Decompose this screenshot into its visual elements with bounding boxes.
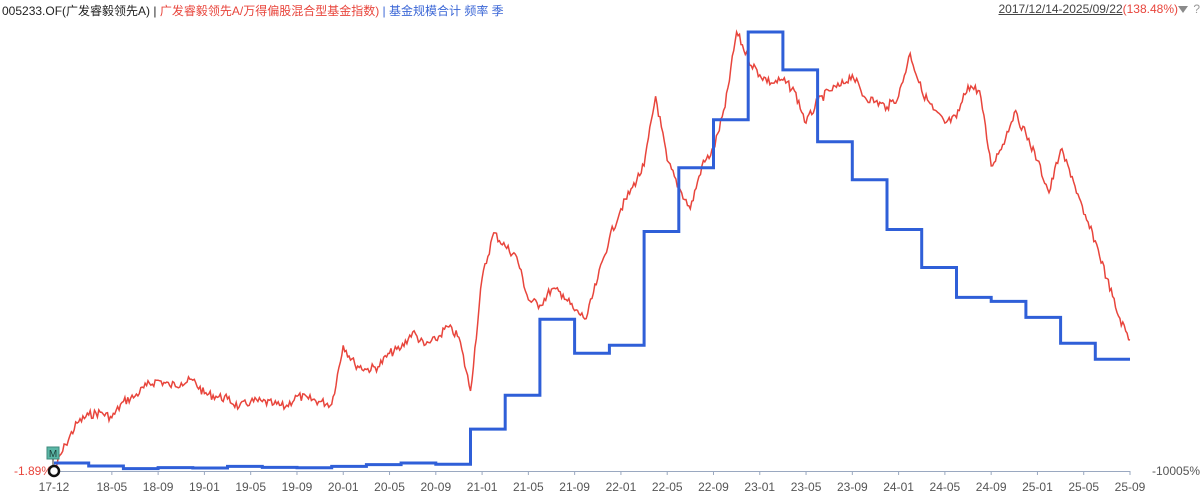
x-tick-label: 22-05 — [652, 480, 683, 494]
y-right-label: -10005% — [1152, 464, 1200, 478]
x-axis-ticks: 17-12 18-05 18-09 19-01 19-05 19-09 20-01 20-05… — [39, 471, 1146, 494]
start-point-icon[interactable] — [47, 464, 61, 478]
title-separator: | — [153, 4, 157, 18]
x-tick-label: 24-01 — [883, 480, 914, 494]
x-tick-label: 23-05 — [791, 480, 822, 494]
marker-badge[interactable]: M — [46, 446, 61, 478]
x-tick-label: 23-09 — [837, 480, 868, 494]
chart-header: 005233.OF(广发睿毅领先A) | 广发睿毅领先A/万得偏股混合型基金指数… — [0, 0, 1200, 20]
marker-label: M — [49, 449, 57, 460]
chart-title: 005233.OF(广发睿毅领先A) | 广发睿毅领先A/万得偏股混合型基金指数… — [2, 2, 504, 19]
y-left-label: -1.89% — [14, 464, 52, 478]
x-tick-label: 19-05 — [235, 480, 266, 494]
x-tick-label: 21-09 — [559, 480, 590, 494]
x-tick-label: 19-09 — [282, 480, 313, 494]
x-tick-label: 20-05 — [374, 480, 405, 494]
fund-code-label: 005233.OF(广发睿毅领先A) — [2, 4, 151, 18]
x-tick-label: 20-01 — [328, 480, 359, 494]
x-tick-label: 25-01 — [1022, 480, 1053, 494]
dropdown-arrow-icon[interactable] — [1178, 6, 1188, 13]
x-tick-label: 20-09 — [420, 480, 451, 494]
x-tick-label: 18-05 — [96, 480, 127, 494]
x-tick-label: 21-05 — [513, 480, 544, 494]
x-tick-label: 25-05 — [1068, 480, 1099, 494]
date-range-link[interactable]: 2017/12/14-2025/09/22 — [998, 2, 1123, 16]
x-tick-label: 19-01 — [189, 480, 220, 494]
x-tick-label: 25-09 — [1115, 480, 1146, 494]
x-tick-label: 22-01 — [606, 480, 637, 494]
x-tick-label: 21-01 — [467, 480, 498, 494]
x-tick-label: 17-12 — [39, 480, 70, 494]
x-tick-label: 24-05 — [930, 480, 961, 494]
scale-series-label[interactable]: 基金规模合计 频率 季 — [389, 4, 504, 18]
help-icon[interactable]: ? — [1193, 2, 1200, 16]
x-tick-label: 24-09 — [976, 480, 1007, 494]
x-tick-label: 18-09 — [143, 480, 174, 494]
separator-2: | — [382, 4, 386, 18]
x-tick-label: 23-01 — [744, 480, 775, 494]
x-tick-label: 22-09 — [698, 480, 729, 494]
scale-step-line[interactable] — [54, 30, 1130, 471]
date-range-readout: 2017/12/14-2025/09/22(138.48%) — [999, 2, 1179, 16]
performance-line[interactable] — [53, 29, 1131, 472]
period-return: (138.48%) — [1122, 2, 1178, 16]
performance-series-label[interactable]: 广发睿毅领先A/万得偏股混合型基金指数) — [159, 4, 380, 18]
